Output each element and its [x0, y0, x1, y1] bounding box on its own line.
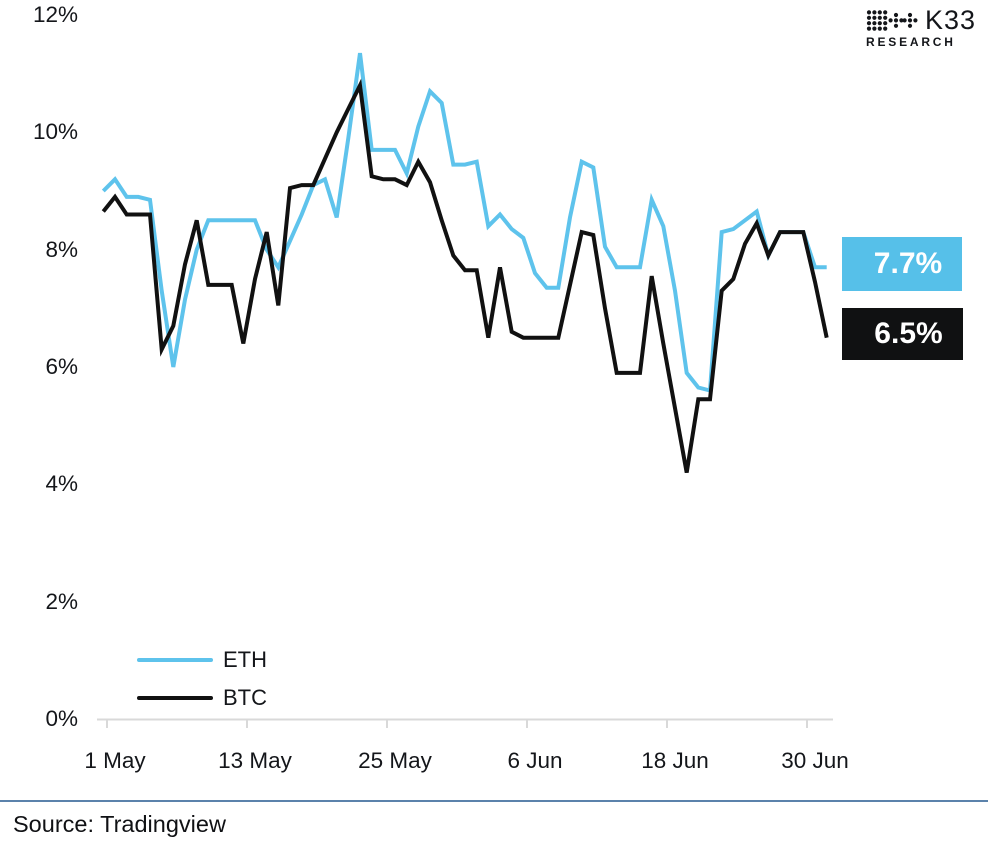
btc-line-swatch: [137, 696, 213, 700]
y-axis-tick-label: 0%: [45, 706, 78, 731]
series-line-btc: [101, 78, 829, 473]
x-axis-tick-label: 6 Jun: [507, 748, 563, 773]
eth-line-swatch: [137, 658, 213, 662]
legend-label-eth: ETH: [223, 647, 267, 672]
logo-brand-text: K33: [925, 5, 977, 35]
x-axis-tick-label: 30 Jun: [781, 748, 849, 773]
legend-item-eth: ETH: [137, 641, 267, 679]
legend-item-btc: BTC: [137, 679, 267, 717]
logo-sub-text: RESEARCH: [866, 35, 956, 49]
y-axis-tick-label: 2%: [45, 588, 78, 614]
k33-research-logo: K33 RESEARCH: [866, 5, 977, 50]
legend-label-btc: BTC: [223, 685, 267, 710]
btc-value-badge: 6.5%: [842, 308, 963, 360]
source-note: Source: Tradingview: [0, 800, 988, 838]
eth-value-badge: 7.7%: [842, 237, 962, 291]
x-axis-tick-label: 18 Jun: [641, 748, 709, 773]
x-axis-tick-label: 25 May: [358, 748, 432, 773]
x-axis-ticks: [106, 719, 808, 728]
series-line-eth: [101, 52, 827, 394]
y-axis-tick-label: 4%: [45, 471, 78, 497]
k33-dots-icon: [866, 10, 918, 31]
y-axis-tick-label: 6%: [45, 353, 78, 379]
legend: ETH BTC: [137, 641, 267, 717]
x-axis-tick-label: 13 May: [218, 748, 292, 773]
x-axis-tick-label: 1 May: [84, 748, 146, 773]
y-axis-tick-label: 12%: [32, 1, 78, 27]
y-axis-tick-label: 10%: [32, 119, 78, 145]
y-axis-tick-label: 8%: [45, 236, 78, 262]
